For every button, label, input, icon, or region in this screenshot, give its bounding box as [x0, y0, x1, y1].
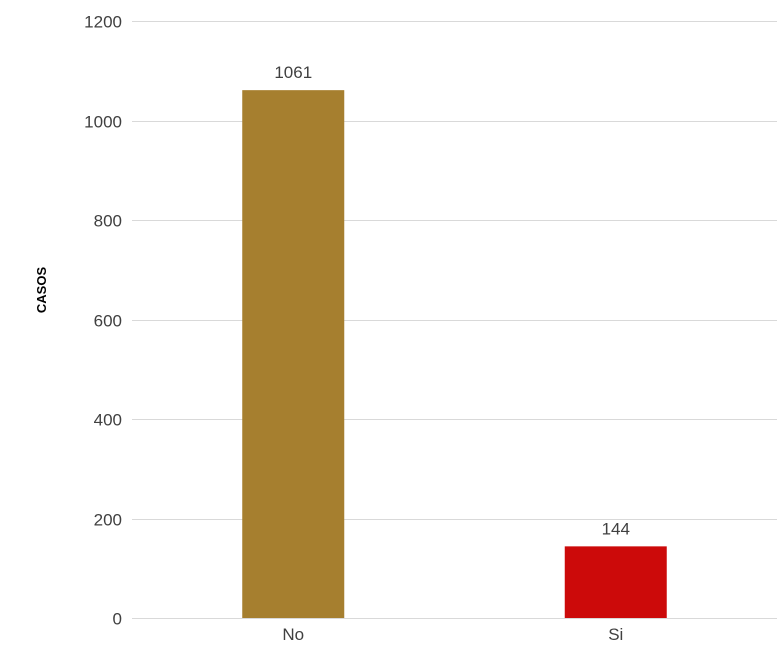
y-tick-label: 600	[94, 312, 122, 331]
data-label-no: 1061	[274, 63, 312, 82]
data-labels: 1061 144	[274, 63, 630, 538]
y-tick-label: 200	[94, 511, 122, 530]
x-axis-tick-labels: No Si	[282, 625, 623, 644]
gridlines	[132, 21, 777, 619]
bars	[242, 90, 667, 619]
x-tick-label-no: No	[282, 625, 304, 644]
y-tick-label: 1200	[84, 13, 122, 32]
y-tick-label: 800	[94, 212, 122, 231]
y-tick-label: 0	[113, 610, 122, 629]
y-tick-label: 1000	[84, 113, 122, 132]
y-tick-label: 400	[94, 411, 122, 430]
y-axis-tick-labels: 0 200 400 600 800 1000 1200	[84, 13, 122, 629]
x-tick-label-si: Si	[608, 625, 623, 644]
data-label-si: 144	[602, 519, 630, 538]
bar-si	[564, 546, 667, 618]
y-axis-title: CASOS	[34, 267, 49, 314]
bar-no	[242, 90, 345, 619]
